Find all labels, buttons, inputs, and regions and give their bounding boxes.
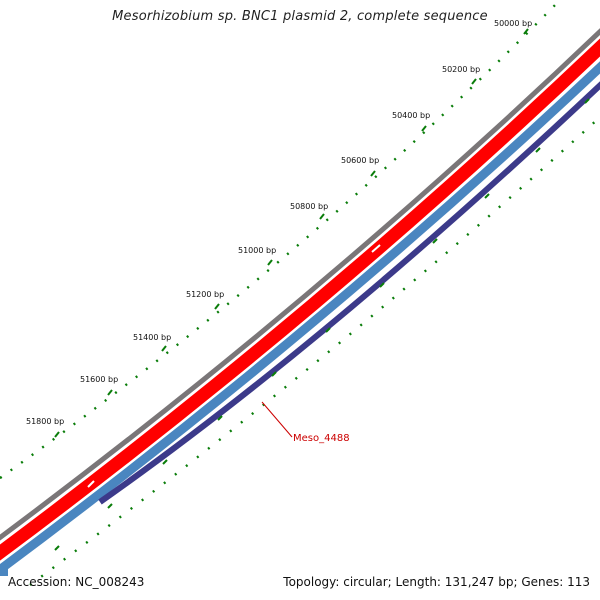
map-title: Mesorhizobium sp. BNC1 plasmid 2, comple… — [112, 9, 488, 24]
cds-boundary — [371, 244, 381, 253]
tick-label: 51000 bp — [238, 246, 276, 255]
inner-tick-dots — [29, 115, 600, 586]
tick-labels: 50000 bp 50200 bp 50400 bp 50600 bp 5080… — [26, 19, 532, 426]
gene-label[interactable]: Meso_4488 — [293, 433, 350, 444]
gene-label-leader — [261, 401, 293, 438]
corner-segment — [0, 568, 8, 576]
tick-label: 50600 bp — [341, 156, 379, 165]
reverse-cds-track[interactable] — [0, 58, 600, 577]
major-ticks — [54, 28, 529, 438]
scale-ticks-outer — [0, 0, 561, 479]
plasmid-backbone — [0, 28, 600, 541]
tick-label: 50000 bp — [494, 19, 532, 28]
forward-cds-track[interactable] — [0, 38, 600, 561]
cds-boundary — [87, 480, 95, 488]
summary-text: Topology: circular; Length: 131,247 bp; … — [283, 575, 590, 589]
reverse-inner-track[interactable] — [98, 76, 600, 505]
tick-label: 51400 bp — [133, 333, 171, 342]
tick-label: 51200 bp — [186, 290, 224, 299]
inner-major-ticks — [54, 98, 590, 551]
tick-label: 50200 bp — [442, 65, 480, 74]
accession-text: Accession: NC_008243 — [8, 575, 145, 589]
tick-label: 51800 bp — [26, 417, 64, 426]
tick-label: 50800 bp — [290, 202, 328, 211]
tick-label: 51600 bp — [80, 375, 118, 384]
tick-label: 50400 bp — [392, 111, 430, 120]
outer-tick-dots — [0, 0, 561, 479]
